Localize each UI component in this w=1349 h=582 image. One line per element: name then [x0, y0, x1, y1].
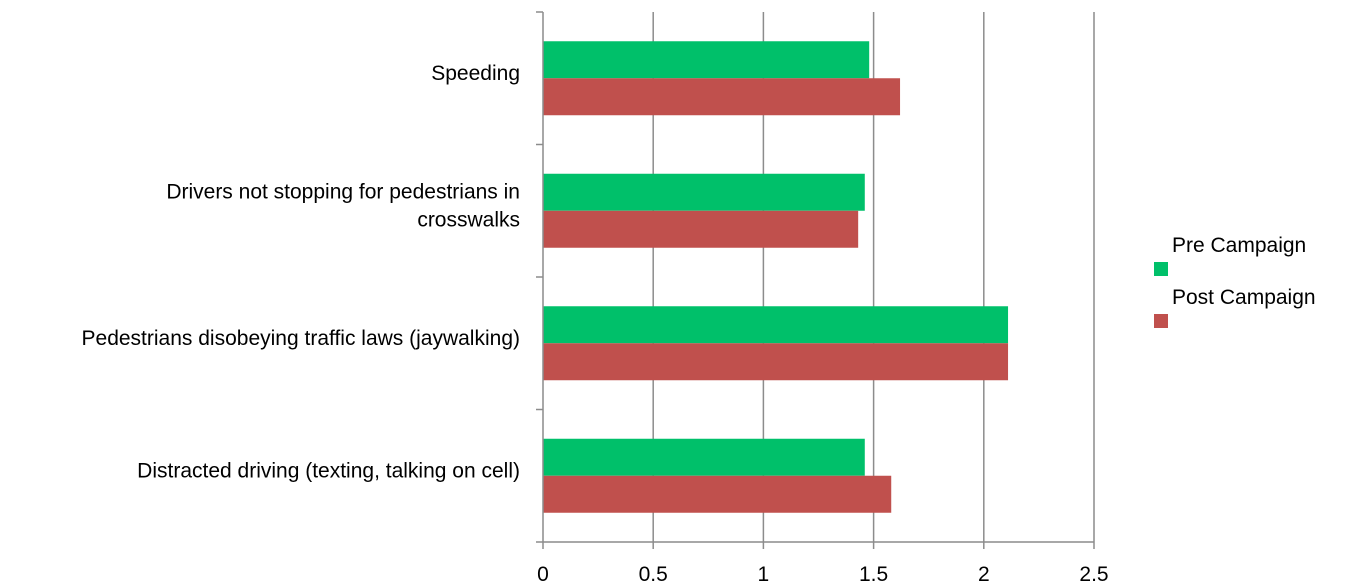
bar-post-campaign	[543, 475, 892, 513]
legend: Pre Campaign Post Campaign	[1154, 234, 1316, 328]
x-tick-label: 0.5	[639, 563, 668, 582]
category-label: Pedestrians disobeying traffic laws (jay…	[82, 327, 520, 350]
category-labels: Speeding Drivers not stopping for pedestr…	[82, 62, 520, 483]
category-label: Speeding	[431, 62, 520, 85]
x-tick-labels: 0 0.5 1 1.5 2 2.5	[537, 563, 1108, 582]
category-label: Distracted driving (texting, talking on …	[137, 459, 520, 482]
bar-pre-campaign	[543, 173, 865, 211]
legend-label-post-campaign: Post Campaign	[1172, 286, 1316, 309]
bar-post-campaign	[543, 343, 1009, 381]
x-tick-label: 1	[758, 563, 770, 582]
bar-pre-campaign	[543, 306, 1009, 344]
legend-label-pre-campaign: Pre Campaign	[1172, 234, 1306, 257]
bars	[543, 41, 1009, 513]
x-tick-label: 0	[537, 563, 549, 582]
legend-swatch-post-campaign	[1154, 314, 1168, 328]
bar-pre-campaign	[543, 41, 870, 79]
x-tick-label: 2	[978, 563, 990, 582]
bar-pre-campaign	[543, 438, 865, 476]
axes	[536, 11, 1095, 549]
x-tick-label: 2.5	[1079, 563, 1108, 582]
legend-swatch-pre-campaign	[1154, 262, 1168, 276]
bar-post-campaign	[543, 210, 859, 248]
category-label: Drivers not stopping for pedestrians in c…	[166, 180, 520, 231]
bar-post-campaign	[543, 78, 901, 116]
x-tick-label: 1.5	[859, 563, 888, 582]
